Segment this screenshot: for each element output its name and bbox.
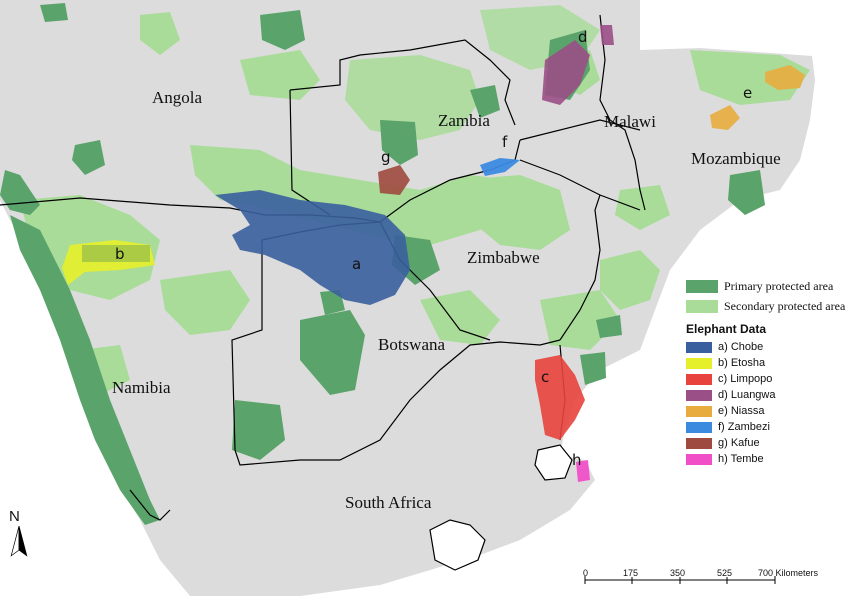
legend-label: Secondary protected area — [724, 298, 846, 313]
site-letter-c: c — [541, 368, 550, 386]
scale-tick-0: 0 — [583, 568, 589, 578]
scale-tick-525: 525 — [717, 568, 733, 578]
primary-protected-areas — [0, 3, 765, 525]
etosha-cluster-core — [82, 245, 150, 262]
country-label-angola: Angola — [152, 88, 203, 107]
kafue-cluster — [378, 165, 410, 195]
north-arrow-icon — [10, 526, 28, 557]
legend-item-tembe: h) Tembe — [686, 451, 850, 467]
elephant-data-title: Elephant Data — [686, 322, 767, 336]
legend-swatch — [686, 299, 718, 313]
legend-item-limpopo: c) Limpopo — [686, 371, 850, 387]
legend-label: g) Kafue — [718, 437, 760, 449]
chobe-cluster — [215, 190, 410, 305]
legend-item-kafue: g) Kafue — [686, 435, 850, 451]
legend-swatch — [686, 357, 712, 369]
legend-swatch — [686, 421, 712, 433]
country-label-south-africa: South Africa — [345, 493, 432, 512]
legend-item-primary: Primary protected area — [686, 276, 850, 296]
country-label-namibia: Namibia — [112, 378, 171, 397]
legend-label: b) Etosha — [718, 357, 766, 369]
legend-label: Primary protected area — [724, 278, 834, 293]
map-legend: Primary protected area Secondary protect… — [686, 276, 850, 467]
tembe-cluster — [576, 460, 590, 482]
zambezi-cluster — [480, 158, 520, 176]
lesotho-outline — [429, 519, 486, 571]
site-letter-a: a — [352, 255, 362, 273]
legend-swatch — [686, 437, 712, 449]
site-letter-b: b — [115, 245, 125, 263]
site-letter-f: f — [502, 133, 508, 151]
site-letter-g: g — [381, 148, 391, 166]
country-label-mozambique: Mozambique — [691, 149, 781, 168]
site-letter-e: e — [743, 84, 753, 102]
limpopo-cluster — [535, 355, 585, 440]
legend-item-etosha: b) Etosha — [686, 355, 850, 371]
legend-swatch — [686, 389, 712, 401]
country-label-zambia: Zambia — [438, 111, 490, 130]
scale-tick-175: 175 — [623, 568, 639, 578]
scale-tick-350: 350 — [670, 568, 686, 578]
scale-bar — [584, 576, 776, 584]
legend-item-luangwa: d) Luangwa — [686, 387, 850, 403]
legend-swatch — [686, 405, 712, 417]
legend-swatch — [686, 373, 712, 385]
legend-item-secondary: Secondary protected area — [686, 296, 850, 316]
legend-swatch — [686, 453, 712, 465]
scale-tick-700: 700 Kilometers — [758, 568, 819, 578]
north-arrow-label: N — [9, 508, 20, 525]
legend-swatch — [686, 279, 718, 293]
luangwa-cluster-2 — [600, 25, 614, 45]
legend-label: h) Tembe — [718, 453, 764, 465]
legend-swatch — [686, 341, 712, 353]
country-label-botswana: Botswana — [378, 335, 446, 354]
legend-item-niassa: e) Niassa — [686, 403, 850, 419]
legend-label: e) Niassa — [718, 405, 765, 417]
country-label-malawi: Malawi — [604, 112, 656, 131]
country-label-zimbabwe: Zimbabwe — [467, 248, 540, 267]
legend-item-zambezi: f) Zambezi — [686, 419, 850, 435]
luangwa-cluster — [542, 40, 590, 105]
legend-label: c) Limpopo — [718, 373, 773, 385]
site-letter-d: d — [578, 28, 588, 46]
niassa-cluster — [765, 65, 805, 90]
legend-label: f) Zambezi — [718, 421, 770, 433]
legend-item-chobe: a) Chobe — [686, 339, 850, 355]
elephant-clusters — [62, 25, 805, 482]
site-letter-h: h — [572, 451, 582, 469]
legend-label: d) Luangwa — [718, 389, 776, 401]
legend-label: a) Chobe — [718, 341, 764, 353]
niassa-cluster-2 — [710, 105, 740, 130]
